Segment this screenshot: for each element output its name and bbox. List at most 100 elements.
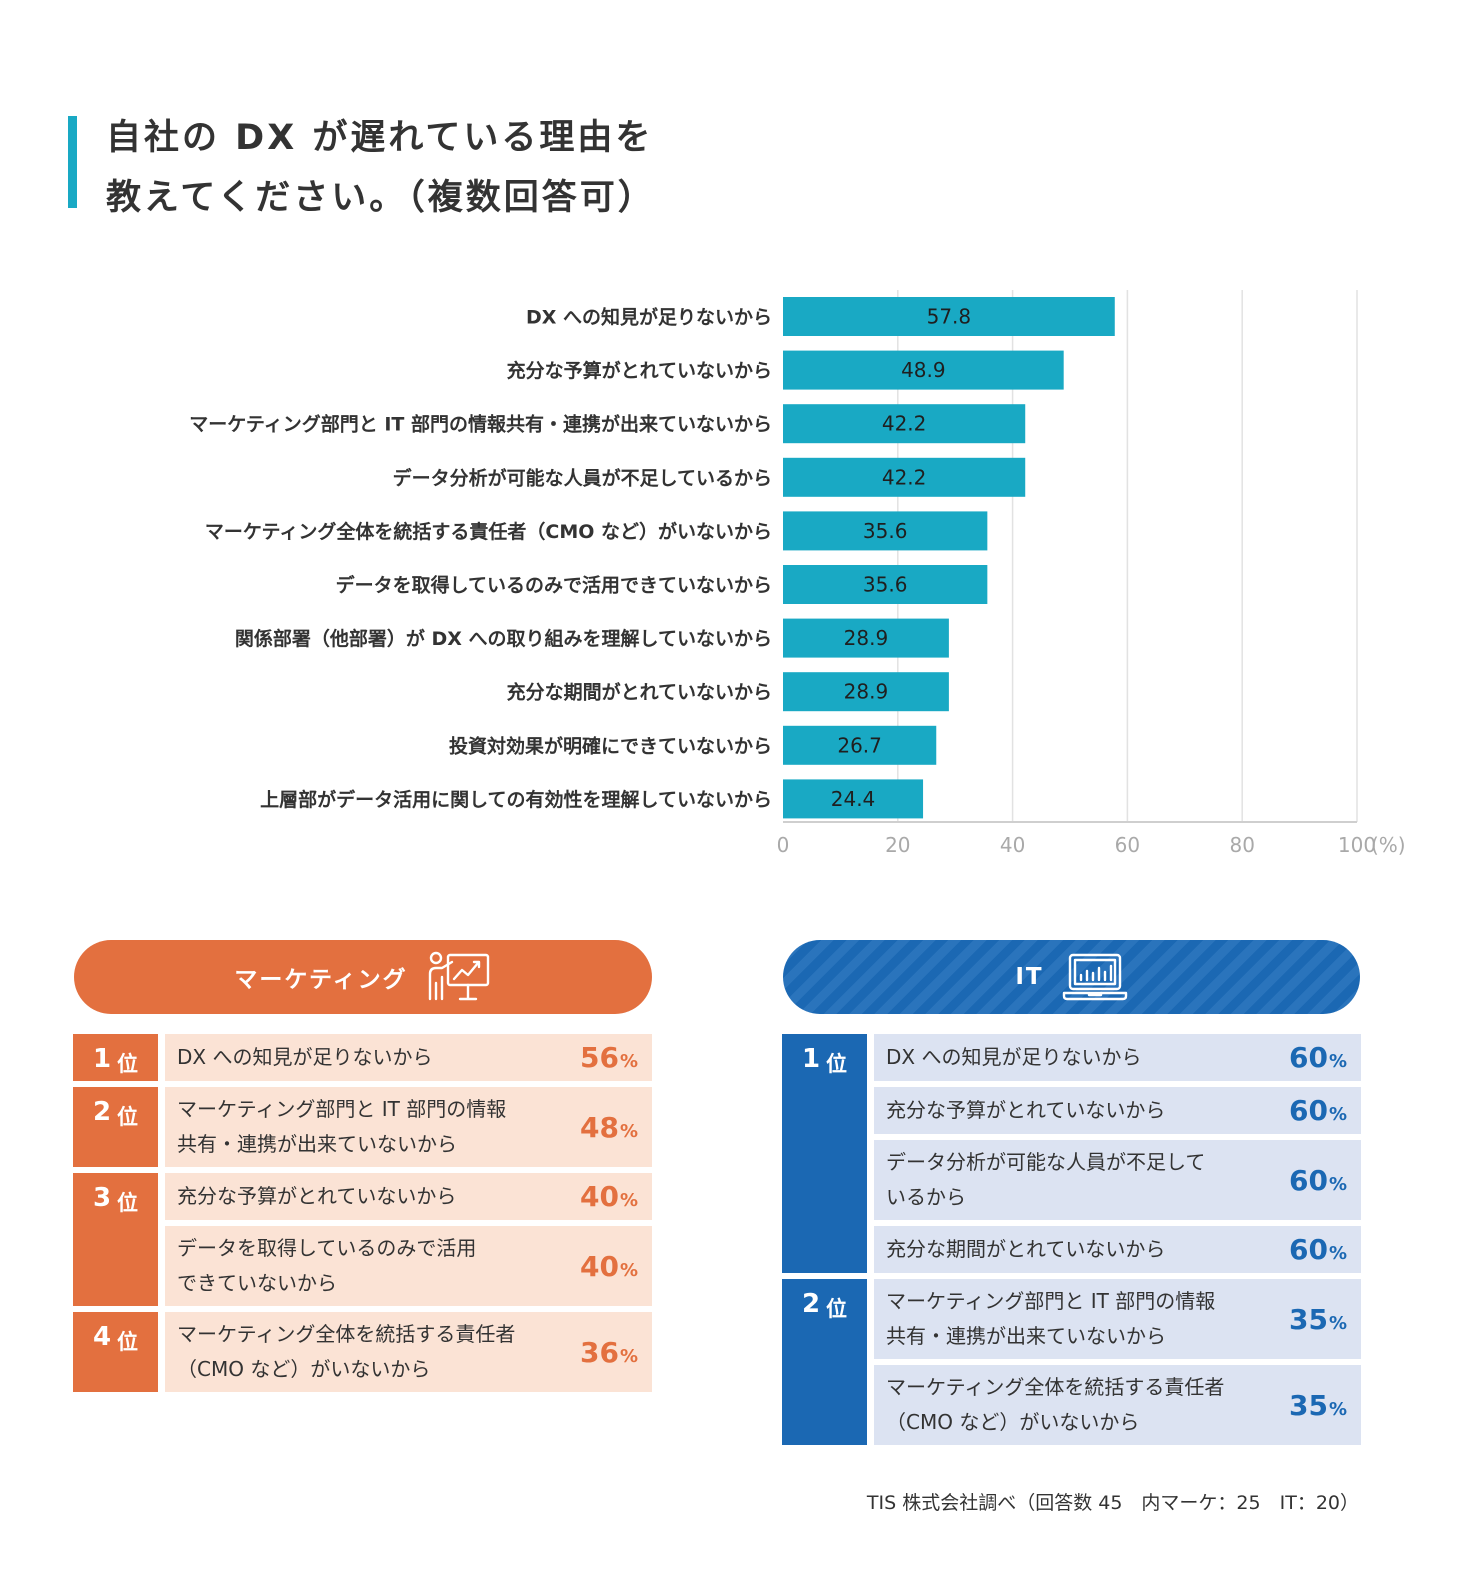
it-rank-group: 2 位マーケティング部門と IT 部門の情報 共有・連携が出来ていないから 35% マ… (782, 1279, 1361, 1445)
rank-number: 1 (92, 1044, 112, 1074)
percentage-value: 40 (579, 1180, 619, 1213)
category-label: DX への知見が足りないから (526, 306, 772, 329)
marketing-rank-group: 2 位マーケティング部門と IT 部門の情報 共有・連携が出来ていないから 48% (73, 1087, 652, 1167)
x-axis-unit: (%) (1371, 833, 1406, 857)
rank-item-percentage: 35% (1289, 1303, 1347, 1336)
rank-item-label: マーケティング部門と IT 部門の情報 共有・連携が出来ていないから (886, 1289, 1216, 1348)
title-accent-bar (68, 116, 77, 208)
x-tick-label: 20 (885, 833, 910, 857)
bar-value-label: 42.2 (882, 412, 927, 436)
bar (783, 350, 1064, 390)
bar (783, 511, 988, 551)
rank-item-label: マーケティング全体を統括する責任者 （CMO など）がいないから (886, 1375, 1225, 1434)
percentage-unit: % (619, 1190, 638, 1211)
x-tick-label: 60 (1115, 833, 1140, 857)
percentage-unit: % (1328, 1173, 1347, 1195)
rank-item-percentage: 60% (1289, 1164, 1347, 1197)
bar-value-label: 28.9 (844, 680, 889, 704)
it-header-label: IT (1015, 964, 1044, 990)
bar-value-label: 28.9 (844, 626, 889, 650)
it-rank-item: DX への知見が足りないから 60% (874, 1034, 1361, 1081)
percentage-value: 36 (579, 1335, 619, 1369)
rank-item-label: 充分な期間がとれていないから (886, 1237, 1166, 1261)
percentage-value: 48 (579, 1110, 619, 1144)
bar-value-label: 57.8 (927, 305, 972, 329)
rank-suffix: 位 (826, 1052, 848, 1076)
percentage-value: 35 (1288, 1388, 1328, 1422)
bar (783, 618, 949, 658)
x-tick-label: 40 (1000, 833, 1025, 857)
rank-item-label: データ分析が可能な人員が不足して いるから (886, 1150, 1206, 1209)
bar-value-label: 35.6 (863, 573, 908, 597)
percentage-value: 40 (579, 1249, 619, 1283)
percentage-unit: % (1328, 1104, 1347, 1125)
bar (783, 779, 924, 819)
rank-item-label: 充分な予算がとれていないから (886, 1098, 1166, 1122)
rank-item-percentage: 56% (580, 1041, 638, 1074)
rank-item-percentage: 40% (580, 1250, 638, 1283)
title-line-2: 教えてください。（複数回答可） (106, 178, 656, 218)
marketing-rank-item: 充分な予算がとれていないから 40% (165, 1173, 652, 1220)
percentage-unit: % (1328, 1398, 1347, 1420)
it-rank-item: マーケティング全体を統括する責任者 （CMO など）がいないから 35% (874, 1365, 1361, 1445)
percentage-value: 35 (1288, 1302, 1328, 1336)
bar (783, 672, 949, 712)
laptop-chart-icon (1062, 951, 1128, 1003)
marketing-rank-item: マーケティング部門と IT 部門の情報 共有・連携が出来ていないから 48% (165, 1087, 652, 1167)
rank-suffix: 位 (117, 1191, 139, 1215)
bar (783, 725, 937, 765)
rank-number: 2 (801, 1289, 821, 1319)
category-label: 上層部がデータ活用に関しての有効性を理解していないから (260, 788, 772, 811)
marketing-rank-item: DX への知見が足りないから 56% (165, 1034, 652, 1081)
marketing-rank-group: 1 位 DX への知見が足りないから 56% (73, 1034, 652, 1081)
source-note: TIS 株式会社調べ（回答数 45 内マーケ：25 IT：20） (866, 1492, 1359, 1514)
percentage-value: 60 (1288, 1233, 1328, 1266)
category-label: マーケティング全体を統括する責任者（CMO など）がいないから (205, 520, 772, 543)
rank-item-percentage: 36% (580, 1336, 638, 1369)
percentage-value: 60 (1288, 1163, 1328, 1197)
it-rank-item: マーケティング部門と IT 部門の情報 共有・連携が出来ていないから 35% (874, 1279, 1361, 1359)
bar-value-label: 42.2 (882, 465, 927, 489)
percentage-unit: % (619, 1345, 638, 1367)
page-title: 自社の DX が遅れている理由を 教えてください。（複数回答可） (106, 108, 656, 228)
bar-value-label: 48.9 (901, 358, 946, 382)
rank-item-percentage: 35% (1289, 1389, 1347, 1422)
it-rank-item: データ分析が可能な人員が不足して いるから 60% (874, 1140, 1361, 1220)
percentage-unit: % (619, 1120, 638, 1142)
it-ranking-table: 1 位 DX への知見が足りないから 60% 充分な予算がとれていないから 60% データ分… (782, 1034, 1361, 1451)
rank-item-percentage: 60% (1289, 1041, 1347, 1074)
rank-item-percentage: 40% (580, 1180, 638, 1213)
rank-suffix: 位 (117, 1052, 139, 1076)
percentage-value: 56 (579, 1041, 619, 1074)
percentage-unit: % (1328, 1243, 1347, 1264)
rank-suffix: 位 (117, 1330, 139, 1354)
rank-item-label: マーケティング全体を統括する責任者 （CMO など）がいないから (177, 1322, 516, 1381)
percentage-value: 60 (1288, 1094, 1328, 1127)
rank-item-percentage: 60% (1289, 1094, 1347, 1127)
percentage-unit: % (1328, 1051, 1347, 1072)
bar-value-label: 24.4 (831, 787, 876, 811)
rank-item-label: データを取得しているのみで活用 できていないから (177, 1236, 477, 1295)
marketing-header: マーケティング (74, 940, 652, 1014)
it-rank-item: 充分な期間がとれていないから 60% (874, 1226, 1361, 1273)
percentage-value: 60 (1288, 1041, 1328, 1074)
rank-number: 1 (801, 1044, 821, 1074)
title-line-1: 自社の DX が遅れている理由を (106, 118, 654, 158)
rank-suffix: 位 (826, 1297, 848, 1321)
rank-item-label: DX への知見が足りないから (886, 1045, 1142, 1069)
bar-value-label: 26.7 (837, 733, 882, 757)
category-label: データ分析が可能な人員が不足しているから (393, 466, 772, 489)
category-label: 投資対効果が明確にできていないから (449, 734, 772, 757)
category-label: 関係部署（他部署）が DX への取り組みを理解していないから (235, 627, 772, 650)
bar (783, 297, 1115, 336)
bar (783, 404, 1026, 444)
percentage-unit: % (619, 1259, 638, 1281)
rank-item-percentage: 60% (1289, 1233, 1347, 1266)
x-tick-label: 100 (1338, 833, 1376, 857)
marketing-rank-group: 4 位マーケティング全体を統括する責任者 （CMO など）がいないから 36% (73, 1312, 652, 1392)
